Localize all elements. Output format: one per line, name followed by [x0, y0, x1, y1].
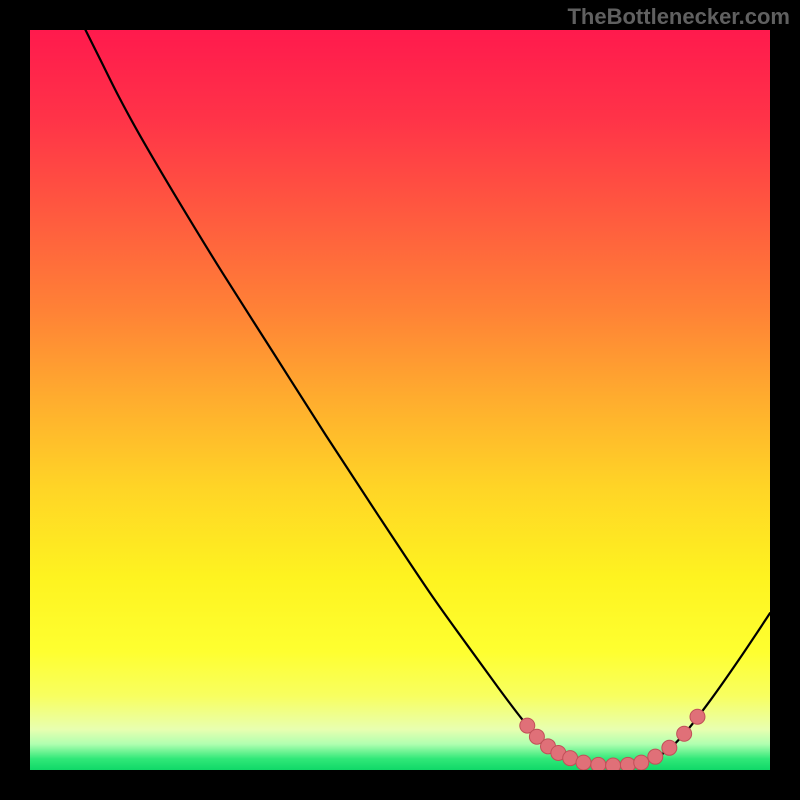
marker-dot	[634, 755, 649, 770]
plot-area	[30, 30, 770, 770]
marker-dot	[662, 740, 677, 755]
gradient-background	[30, 30, 770, 770]
marker-dot	[648, 749, 663, 764]
chart-container: TheBottlenecker.com	[0, 0, 800, 800]
attribution-label: TheBottlenecker.com	[567, 4, 790, 30]
marker-dot	[576, 755, 591, 770]
marker-dot	[606, 758, 621, 770]
marker-dot	[620, 757, 635, 770]
marker-dot	[563, 751, 578, 766]
chart-svg	[30, 30, 770, 770]
marker-dot	[677, 726, 692, 741]
marker-dot	[591, 757, 606, 770]
marker-dot	[690, 709, 705, 724]
